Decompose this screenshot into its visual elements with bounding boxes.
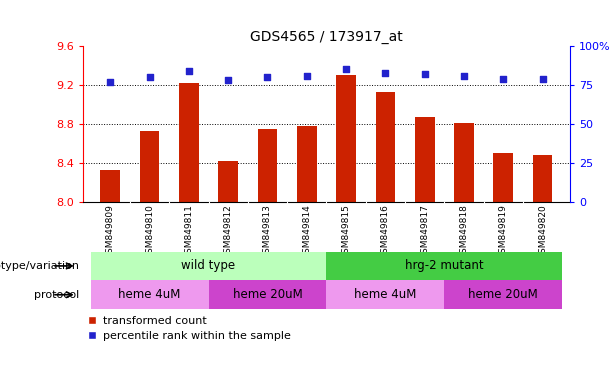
Text: GSM849819: GSM849819 (499, 204, 508, 259)
Text: GSM849816: GSM849816 (381, 204, 390, 259)
Bar (415, 117, 435, 202)
Legend: transformed count, percentile rank within the sample: transformed count, percentile rank withi… (82, 311, 295, 346)
Bar (533, 155, 552, 202)
Bar (297, 126, 316, 202)
Text: GSM849814: GSM849814 (302, 204, 311, 259)
Point (381, 70, 390, 76)
Text: hrg-2 mutant: hrg-2 mutant (405, 260, 484, 272)
Text: GSM849813: GSM849813 (263, 204, 272, 259)
Point (341, 66, 351, 73)
Text: GSM849811: GSM849811 (185, 204, 193, 259)
Bar (257, 129, 277, 202)
Text: GSM849818: GSM849818 (460, 204, 468, 259)
Text: protocol: protocol (34, 290, 80, 300)
Bar (208, 280, 327, 309)
Text: GSM849815: GSM849815 (341, 204, 351, 259)
Text: genotype/variation: genotype/variation (0, 261, 80, 271)
Point (184, 68, 194, 74)
Point (420, 71, 430, 77)
Bar (91, 280, 208, 309)
Text: heme 4uM: heme 4uM (118, 288, 181, 301)
Text: GSM849812: GSM849812 (224, 204, 233, 259)
Bar (179, 83, 199, 202)
Point (498, 76, 508, 82)
Text: GSM849820: GSM849820 (538, 204, 547, 259)
Bar (444, 280, 562, 309)
Bar (327, 252, 562, 280)
Bar (337, 75, 356, 202)
Text: wild type: wild type (181, 260, 235, 272)
Bar (101, 169, 120, 202)
Bar (493, 153, 513, 202)
Title: GDS4565 / 173917_at: GDS4565 / 173917_at (250, 30, 403, 44)
Bar (454, 123, 474, 202)
Text: heme 20uM: heme 20uM (232, 288, 302, 301)
Point (459, 73, 469, 79)
Bar (140, 131, 159, 202)
Bar (327, 280, 444, 309)
Text: GSM849809: GSM849809 (106, 204, 115, 259)
Text: GSM849810: GSM849810 (145, 204, 154, 259)
Text: GSM849817: GSM849817 (420, 204, 429, 259)
Text: heme 4uM: heme 4uM (354, 288, 417, 301)
Point (302, 73, 311, 79)
Bar (91, 252, 327, 280)
Point (538, 76, 547, 82)
Point (145, 74, 154, 80)
Point (262, 74, 272, 80)
Text: heme 20uM: heme 20uM (468, 288, 538, 301)
Bar (376, 92, 395, 202)
Bar (218, 161, 238, 202)
Point (223, 77, 233, 83)
Point (105, 79, 115, 85)
